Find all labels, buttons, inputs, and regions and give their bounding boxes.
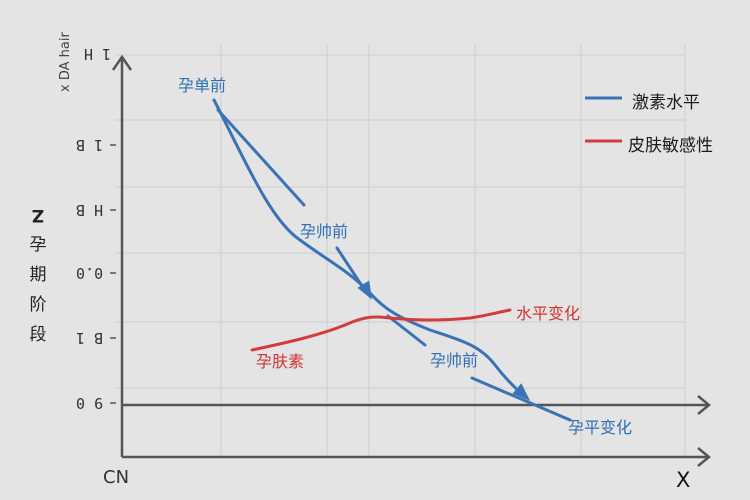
y-tick-label-4: B 1 xyxy=(76,329,104,347)
annotation-mid-pregnancy: 孕帅前 xyxy=(430,351,479,370)
grid xyxy=(115,45,686,457)
y-axis-label-char-1: 期 xyxy=(29,265,47,285)
annotation-level-change: 水平变化 xyxy=(516,304,581,323)
y-tick-label-1: 1 B xyxy=(76,136,104,154)
axes xyxy=(111,54,711,467)
y-axis-arrow xyxy=(111,54,133,71)
legend-swatches xyxy=(585,96,622,143)
annotation-pre-pregnancy: 孕单前 xyxy=(178,76,227,95)
y-axis-label: Z 孕 期 阶 段 xyxy=(28,200,48,350)
x-axis-label: X xyxy=(676,468,691,492)
y-ticks xyxy=(110,144,116,404)
y-tick-label-2: H B xyxy=(76,201,104,219)
legend-item-hormone-level: 激素水平 xyxy=(632,93,700,113)
x-axis-arrow xyxy=(697,447,711,467)
top-rotated-label: x DA hair xyxy=(58,32,73,92)
annotation-skin-hormone: 孕肤素 xyxy=(256,352,305,371)
y-tick-label-5: 9 0 xyxy=(76,394,104,412)
origin-label: CN xyxy=(103,467,130,488)
series-hormone-level xyxy=(212,98,572,422)
y-tick-label-3: 0.0 xyxy=(76,264,104,282)
y-axis-label-char-2: 阶 xyxy=(29,295,47,315)
series-skin-sensitivity xyxy=(250,308,512,352)
y-axis-label-prefix: Z xyxy=(31,205,45,225)
annotation-pregnancy-change: 孕平变化 xyxy=(568,418,633,437)
mid-axis-arrow xyxy=(697,395,711,415)
legend-item-skin-sensitivity: 皮肤敏感性 xyxy=(628,136,713,156)
annotation-early-pregnancy: 孕帅前 xyxy=(300,222,349,241)
y-axis-label-char-3: 段 xyxy=(29,325,47,345)
y-tick-label-0: 1 H xyxy=(84,45,112,63)
y-axis-label-char-0: 孕 xyxy=(29,235,47,255)
